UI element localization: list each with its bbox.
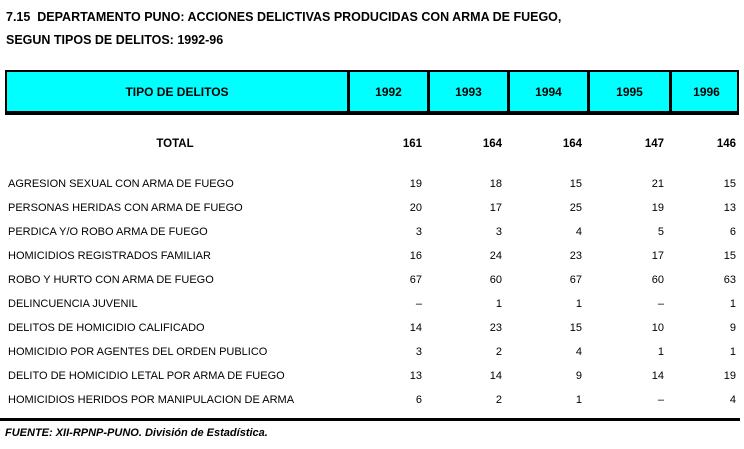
- row-value: 3: [495, 226, 502, 238]
- row-value: 14: [651, 370, 664, 382]
- total-value-1992: 161: [402, 138, 422, 150]
- total-value-1993: 164: [482, 138, 502, 150]
- row-value: 3: [415, 226, 422, 238]
- row-value: 15: [569, 322, 582, 334]
- column-header-1993: 1993: [427, 72, 507, 111]
- row-label: HOMICIDIOS REGISTRADOS FAMILIAR: [8, 250, 211, 262]
- column-header-1992: 1992: [347, 72, 427, 111]
- row-label: DELITO DE HOMICIDIO LETAL POR ARMA DE FU…: [8, 370, 285, 382]
- table-row: PERSONAS HERIDAS CON ARMA DE FUEGO 20 17…: [5, 196, 739, 220]
- row-value: 67: [409, 274, 422, 286]
- row-label: ROBO Y HURTO CON ARMA DE FUEGO: [8, 274, 214, 286]
- row-value: 1: [575, 298, 582, 310]
- row-value: 21: [651, 178, 664, 190]
- page-title-line2: SEGUN TIPOS DE DELITOS: 1992-96: [6, 33, 224, 47]
- row-value: 19: [409, 178, 422, 190]
- row-value: 17: [489, 202, 502, 214]
- row-value: 60: [489, 274, 502, 286]
- row-value: 1: [729, 346, 736, 358]
- row-value: 4: [575, 226, 582, 238]
- row-value: 13: [723, 202, 736, 214]
- total-row: TOTAL 161 164 164 147 146: [5, 132, 739, 156]
- row-value: 2: [495, 346, 502, 358]
- row-value: 4: [575, 346, 582, 358]
- row-value: 1: [495, 298, 502, 310]
- table-row: HOMICIDIOS HERIDOS POR MANIPULACION DE A…: [5, 388, 739, 412]
- row-value: 3: [415, 346, 422, 358]
- table-row: DELITO DE HOMICIDIO LETAL POR ARMA DE FU…: [5, 364, 739, 388]
- table-row: HOMICIDIO POR AGENTES DEL ORDEN PUBLICO …: [5, 340, 739, 364]
- row-value: 4: [729, 394, 736, 406]
- source-note: FUENTE: XII-RPNP-PUNO. División de Estad…: [5, 427, 268, 439]
- row-label: PERDICA Y/O ROBO ARMA DE FUEGO: [8, 226, 208, 238]
- row-label: DELITOS DE HOMICIDIO CALIFICADO: [8, 322, 205, 334]
- total-row-label: TOTAL: [156, 138, 194, 150]
- row-label: PERSONAS HERIDAS CON ARMA DE FUEGO: [8, 202, 243, 214]
- row-value: 23: [489, 322, 502, 334]
- row-value: 9: [729, 322, 736, 334]
- page-title-line1: 7.15 DEPARTAMENTO PUNO: ACCIONES DELICTI…: [6, 10, 562, 24]
- row-label: DELINCUENCIA JUVENIL: [8, 298, 138, 310]
- table-row: ROBO Y HURTO CON ARMA DE FUEGO 67 60 67 …: [5, 268, 739, 292]
- total-value-1994: 164: [562, 138, 582, 150]
- total-value-1995: 147: [644, 138, 664, 150]
- row-value: 18: [489, 178, 502, 190]
- row-label: HOMICIDIO POR AGENTES DEL ORDEN PUBLICO: [8, 346, 268, 358]
- table-row: DELINCUENCIA JUVENIL – 1 1 – 1: [5, 292, 739, 316]
- row-value: 15: [723, 250, 736, 262]
- footer-divider: [0, 418, 740, 421]
- row-value: 19: [651, 202, 664, 214]
- row-value: 15: [723, 178, 736, 190]
- row-value: 25: [569, 202, 582, 214]
- row-value: 60: [651, 274, 664, 286]
- row-value: 17: [651, 250, 664, 262]
- row-value: –: [657, 298, 664, 310]
- row-value: 20: [409, 202, 422, 214]
- row-value: 19: [723, 370, 736, 382]
- row-value: 2: [495, 394, 502, 406]
- row-value: 16: [409, 250, 422, 262]
- row-value: 1: [575, 394, 582, 406]
- row-value: 1: [657, 346, 664, 358]
- row-value: 15: [569, 178, 582, 190]
- row-value: 9: [575, 370, 582, 382]
- table-header-row: TIPO DE DELITOS 1992 1993 1994 1995 1996: [5, 70, 739, 115]
- table-row: AGRESION SEXUAL CON ARMA DE FUEGO 19 18 …: [5, 172, 739, 196]
- row-value: 63: [723, 274, 736, 286]
- row-value: 23: [569, 250, 582, 262]
- row-value: 14: [409, 322, 422, 334]
- row-value: –: [415, 298, 422, 310]
- row-value: 5: [657, 226, 664, 238]
- page-title: 7.15 DEPARTAMENTO PUNO: ACCIONES DELICTI…: [6, 6, 744, 52]
- row-value: 13: [409, 370, 422, 382]
- row-value: –: [657, 394, 664, 406]
- row-value: 6: [415, 394, 422, 406]
- table-row: HOMICIDIOS REGISTRADOS FAMILIAR 16 24 23…: [5, 244, 739, 268]
- row-value: 6: [729, 226, 736, 238]
- table-row: PERDICA Y/O ROBO ARMA DE FUEGO 3 3 4 5 6: [5, 220, 739, 244]
- column-header-1996: 1996: [669, 72, 741, 111]
- row-label: HOMICIDIOS HERIDOS POR MANIPULACION DE A…: [8, 394, 295, 406]
- row-value: 1: [729, 298, 736, 310]
- column-header-1994: 1994: [507, 72, 587, 111]
- total-value-1996: 146: [716, 138, 736, 150]
- table-row: DELITOS DE HOMICIDIO CALIFICADO 14 23 15…: [5, 316, 739, 340]
- row-value: 67: [569, 274, 582, 286]
- column-header-1995: 1995: [587, 72, 669, 111]
- row-value: 24: [489, 250, 502, 262]
- table-body-rows: AGRESION SEXUAL CON ARMA DE FUEGO 19 18 …: [5, 172, 739, 412]
- row-value: 10: [651, 322, 664, 334]
- row-label: AGRESION SEXUAL CON ARMA DE FUEGO: [8, 178, 234, 190]
- column-header-tipo-de-delitos: TIPO DE DELITOS: [125, 84, 229, 99]
- row-value: 14: [489, 370, 502, 382]
